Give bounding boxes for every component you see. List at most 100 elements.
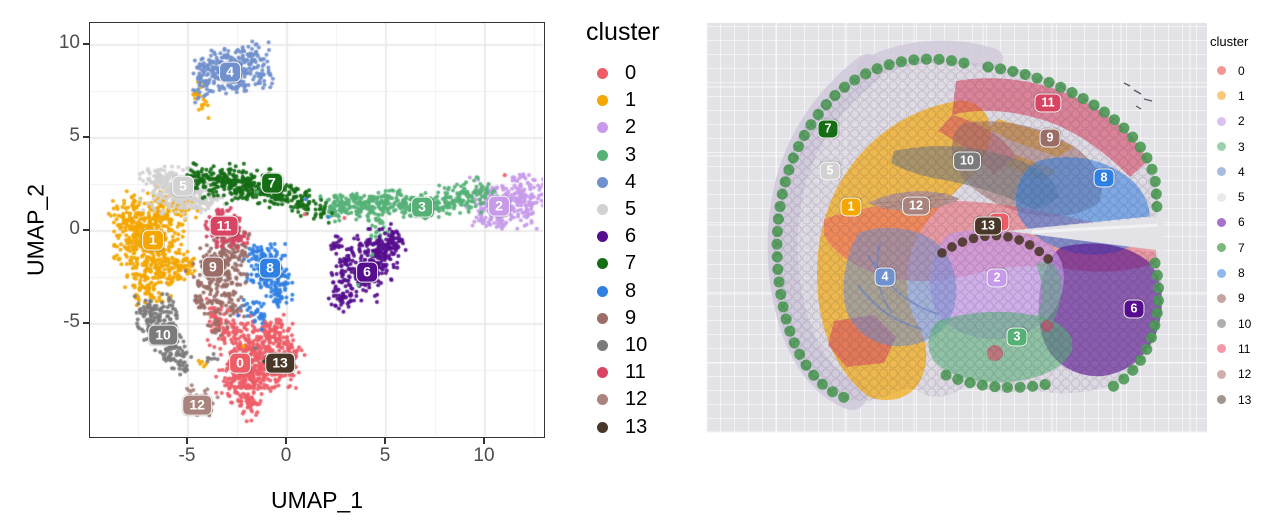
- cluster-badge-6: 6: [1123, 299, 1145, 319]
- umap-plot-panel: [89, 22, 545, 438]
- region-cluster-5-top: [857, 40, 1003, 80]
- spatial-legend: cluster 0 1 2 3 4 5 6 7 8 9 10 11 12 13: [1210, 34, 1251, 412]
- legend-item-cluster-9: 9: [1210, 286, 1251, 311]
- cluster-badge-3: 3: [411, 196, 433, 218]
- umap-legend: cluster 0 1 2 3 4 5 6 7 8 9 10 11 12 13: [586, 18, 660, 441]
- legend-label: 7: [625, 252, 637, 275]
- legend-item-cluster-13: 13: [586, 413, 660, 440]
- legend-swatch-icon: [597, 394, 608, 406]
- legend-label: 13: [1238, 392, 1252, 407]
- tissue-scratch-marks: [1123, 82, 1153, 110]
- cluster-badge-7: 7: [817, 119, 839, 139]
- legend-label: 5: [1238, 190, 1245, 205]
- legend-swatch-icon: [597, 231, 608, 243]
- legend-label: 3: [1238, 139, 1245, 154]
- cluster-badge-5: 5: [172, 175, 194, 197]
- legend-item-cluster-5: 5: [586, 196, 660, 223]
- legend-item-cluster-3: 3: [586, 142, 660, 169]
- legend-swatch-icon: [1217, 142, 1226, 152]
- cluster-badge-8: 8: [259, 257, 281, 279]
- legend-item-cluster-2: 2: [1210, 109, 1251, 134]
- cluster-badge-10: 10: [148, 324, 178, 346]
- y-tick-mark: [83, 229, 89, 231]
- legend-label: 7: [1238, 240, 1245, 255]
- umap-scatter-canvas: [90, 23, 543, 436]
- legend-item-cluster-11: 11: [586, 359, 660, 386]
- legend-swatch-icon: [597, 285, 608, 297]
- legend-label: 11: [625, 361, 646, 384]
- legend-label: 12: [1238, 367, 1252, 382]
- legend-swatch-icon: [1217, 217, 1226, 227]
- legend-swatch-icon: [1217, 369, 1226, 379]
- y-tick-label: 5: [69, 124, 80, 146]
- x-tick-label: -5: [178, 445, 196, 466]
- spatial-plot-panel: 751121091180134236: [706, 23, 1207, 433]
- legend-swatch-icon: [1217, 116, 1226, 126]
- legend-item-cluster-8: 8: [1210, 260, 1251, 285]
- legend-item-cluster-0: 0: [1210, 58, 1251, 83]
- legend-swatch-icon: [597, 204, 608, 216]
- legend-label: 4: [625, 170, 637, 193]
- legend-label: 11: [1238, 341, 1251, 356]
- legend-item-cluster-4: 4: [1210, 159, 1251, 184]
- legend-item-cluster-9: 9: [586, 305, 660, 332]
- cluster-badge-4: 4: [219, 61, 241, 83]
- cluster-badge-13: 13: [974, 216, 1002, 236]
- y-tick-mark: [83, 42, 89, 45]
- legend-item-cluster-3: 3: [1210, 134, 1251, 159]
- y-tick-label: 10: [58, 31, 80, 53]
- legend-swatch-icon: [1217, 66, 1226, 76]
- legend-label: 2: [625, 116, 637, 139]
- legend-label: 8: [625, 279, 637, 302]
- legend-swatch-icon: [597, 339, 608, 351]
- legend-label: 9: [625, 306, 637, 329]
- cluster-badge-2: 2: [986, 268, 1008, 288]
- legend-swatch-icon: [597, 149, 608, 161]
- legend-item-cluster-1: 1: [1210, 83, 1251, 108]
- legend-item-cluster-7: 7: [586, 250, 660, 277]
- legend-swatch-icon: [597, 68, 608, 80]
- legend-swatch-icon: [1217, 293, 1226, 303]
- legend-item-cluster-10: 10: [1210, 311, 1251, 336]
- legend-label: 0: [1238, 63, 1245, 78]
- cluster-badge-0: 0: [229, 352, 251, 374]
- legend-item-cluster-13: 13: [1210, 387, 1251, 412]
- cluster-badge-12: 12: [902, 196, 930, 216]
- legend-items: 0 1 2 3 4 5 6 7 8 9 10 11 12 13: [586, 60, 660, 441]
- cluster-badge-4: 4: [874, 267, 896, 287]
- legend-item-cluster-11: 11: [1210, 336, 1251, 361]
- legend-label: 4: [1238, 164, 1245, 179]
- cluster-badge-9: 9: [1039, 128, 1061, 148]
- legend-label: 12: [625, 388, 648, 411]
- legend-item-cluster-10: 10: [586, 332, 660, 359]
- legend-swatch-icon: [597, 176, 608, 188]
- legend-swatch-icon: [1217, 91, 1226, 101]
- legend-item-cluster-4: 4: [586, 169, 660, 196]
- x-tick-mark: [186, 438, 188, 444]
- legend-label: 6: [1238, 215, 1245, 230]
- legend-swatch-icon: [597, 312, 608, 324]
- cluster-badge-7: 7: [261, 172, 283, 194]
- tissue-slit-highlight: [1031, 223, 1159, 234]
- x-tick-label: 0: [280, 445, 292, 466]
- legend-swatch-icon: [597, 367, 608, 379]
- x-tick-label: 5: [379, 445, 391, 466]
- cluster-badge-11: 11: [209, 215, 239, 237]
- y-tick-mark: [83, 135, 89, 138]
- legend-label: 1: [625, 89, 637, 112]
- legend-label: 9: [1238, 291, 1245, 306]
- legend-swatch-icon: [597, 95, 608, 107]
- legend-label: 13: [625, 415, 648, 438]
- cluster-badge-6: 6: [356, 261, 378, 283]
- legend-item-cluster-6: 6: [1210, 210, 1251, 235]
- cluster-badge-12: 12: [182, 394, 212, 416]
- legend-item-cluster-5: 5: [1210, 184, 1251, 209]
- x-tick-mark: [285, 438, 287, 444]
- legend-title: cluster: [1210, 34, 1249, 49]
- cluster-badge-5: 5: [819, 161, 841, 181]
- cluster-badge-10: 10: [953, 151, 981, 171]
- legend-item-cluster-1: 1: [586, 87, 660, 114]
- legend-label: 10: [1238, 316, 1252, 331]
- legend-item-cluster-8: 8: [586, 278, 660, 305]
- legend-swatch-icon: [597, 258, 608, 270]
